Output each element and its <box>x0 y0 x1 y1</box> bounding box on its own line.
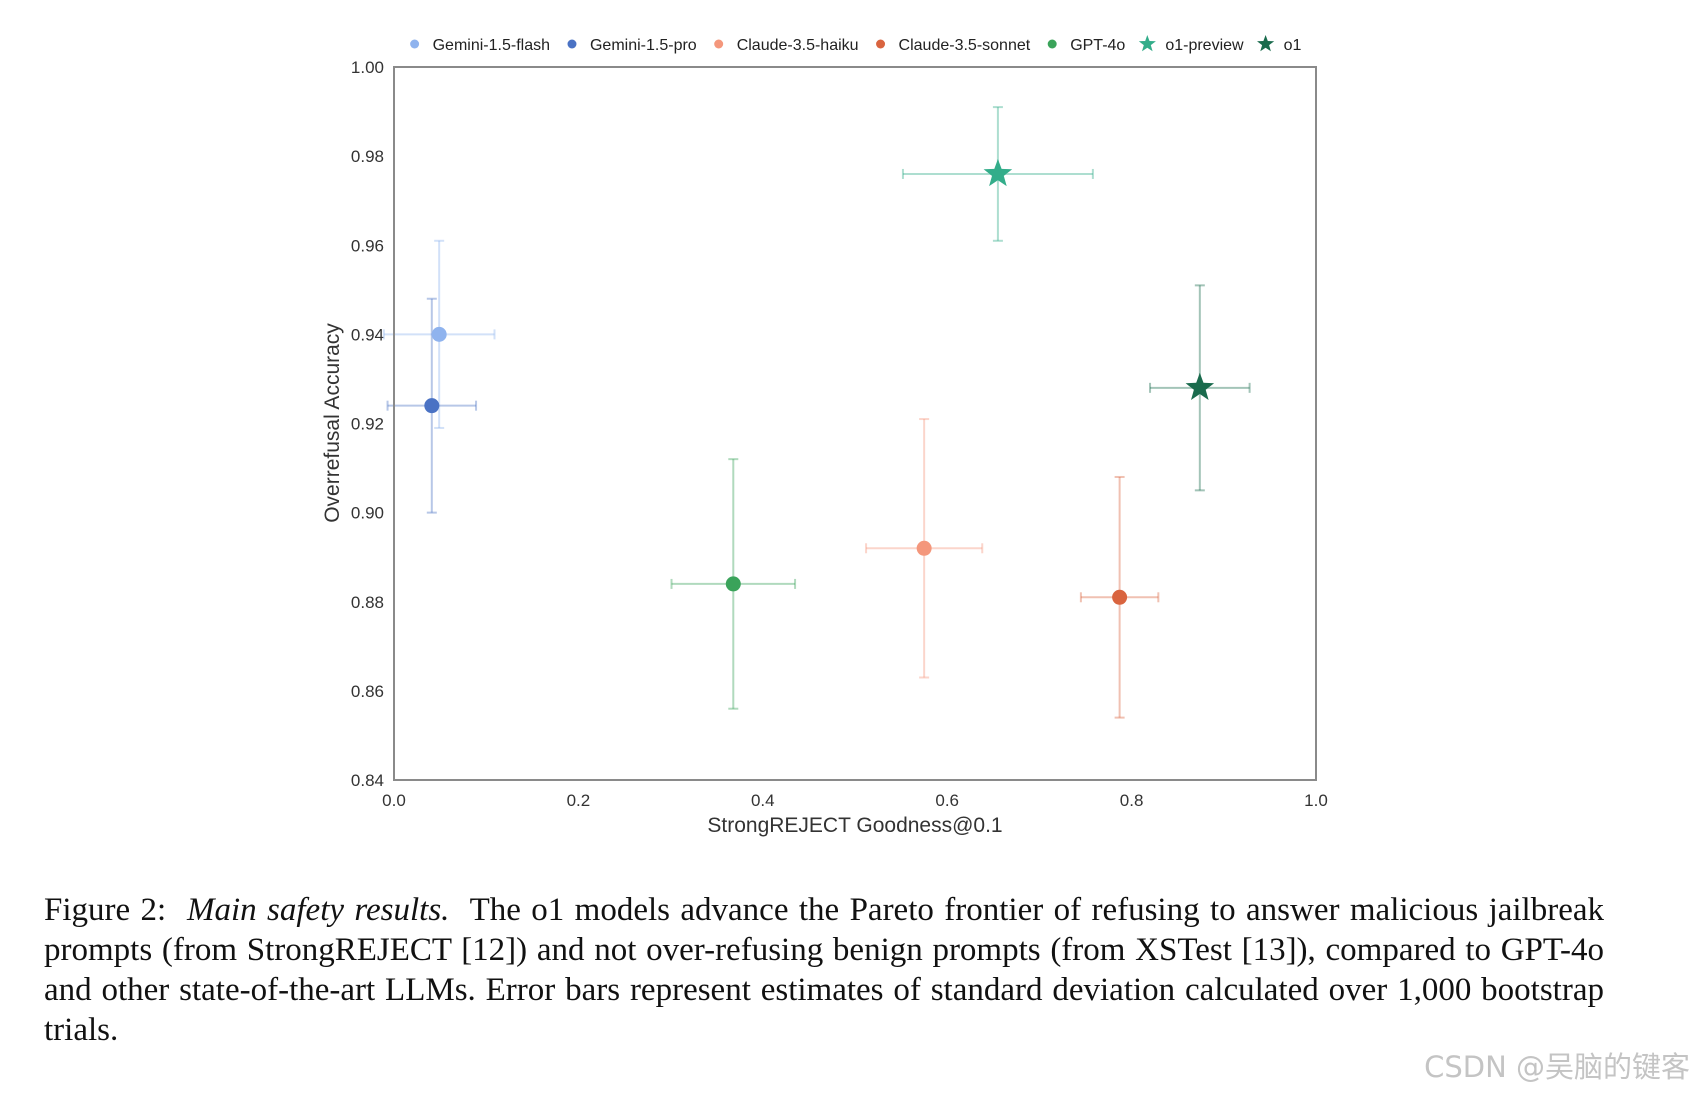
legend-marker-claude-3-5-sonnet <box>876 39 886 49</box>
x-tick-label: 0.0 <box>382 791 406 810</box>
y-tick-label: 1.00 <box>351 58 384 77</box>
scatter-chart: Gemini-1.5-flash Gemini-1.5-pro Claude-3.5… <box>321 35 1328 837</box>
data-point-claude-3-5-sonnet <box>1112 589 1128 605</box>
legend-label: Claude-3.5-haiku <box>737 37 859 54</box>
y-axis-label: Overrefusal Accuracy <box>321 323 344 523</box>
plot-frame <box>393 66 1317 781</box>
y-tick-label: 0.90 <box>351 504 384 523</box>
legend-marker-claude-3-5-haiku <box>714 39 724 49</box>
x-tick-label: 0.6 <box>935 791 959 810</box>
y-tick-label: 0.86 <box>351 682 384 701</box>
legend-label: GPT-4o <box>1070 37 1125 54</box>
caption-text: The o1 models advance the Pareto frontie… <box>44 892 1605 1048</box>
legend-marker-o1-preview <box>1138 35 1156 52</box>
error-bars <box>382 106 1251 719</box>
data-point-gpt-4o <box>725 576 741 592</box>
watermark: CSDN @吴脑的键客 <box>1424 1050 1690 1084</box>
data-point-claude-3-5-haiku <box>916 540 932 556</box>
y-tick-label: 0.94 <box>351 325 384 344</box>
y-tick-label: 0.88 <box>351 593 384 612</box>
caption-title: Main safety results. <box>187 892 450 928</box>
legend-label: o1-preview <box>1165 37 1244 54</box>
x-tick-label: 1.0 <box>1304 791 1328 810</box>
legend-label: Gemini-1.5-flash <box>433 37 550 54</box>
y-tick-label: 0.92 <box>351 415 384 434</box>
data-point-o1 <box>1185 372 1215 400</box>
figure-caption: Figure 2: Main safety results. The o1 mo… <box>44 890 1604 1050</box>
legend-label: o1 <box>1284 37 1302 54</box>
data-point-gemini-1-5-pro <box>424 398 440 414</box>
figure-label: Figure 2: <box>44 892 167 928</box>
data-point-o1-preview <box>983 159 1013 187</box>
chart-legend: Gemini-1.5-flash Gemini-1.5-pro Claude-3.5… <box>410 35 1301 54</box>
legend-label: Gemini-1.5-pro <box>590 37 697 54</box>
legend-marker-gemini-1-5-flash <box>410 39 420 49</box>
y-tick-label: 0.98 <box>351 147 384 166</box>
x-tick-label: 0.8 <box>1120 791 1144 810</box>
legend-marker-o1 <box>1257 35 1275 52</box>
y-axis-ticks: 0.84 0.86 0.88 0.90 0.92 0.94 0.96 0.98 1.00 <box>351 58 384 790</box>
x-tick-label: 0.2 <box>567 791 591 810</box>
y-tick-label: 0.84 <box>351 771 384 790</box>
legend-label: Claude-3.5-sonnet <box>899 37 1031 54</box>
x-axis-label: StrongREJECT Goodness@0.1 <box>707 814 1002 837</box>
x-tick-label: 0.4 <box>751 791 775 810</box>
y-tick-label: 0.96 <box>351 236 384 255</box>
legend-marker-gpt-4o <box>1047 39 1057 49</box>
data-point-gemini-1-5-flash <box>431 326 447 342</box>
x-axis-ticks: 0.0 0.2 0.4 0.6 0.8 1.0 <box>382 791 1328 810</box>
legend-marker-gemini-1-5-pro <box>567 39 577 49</box>
data-points <box>424 159 1215 605</box>
